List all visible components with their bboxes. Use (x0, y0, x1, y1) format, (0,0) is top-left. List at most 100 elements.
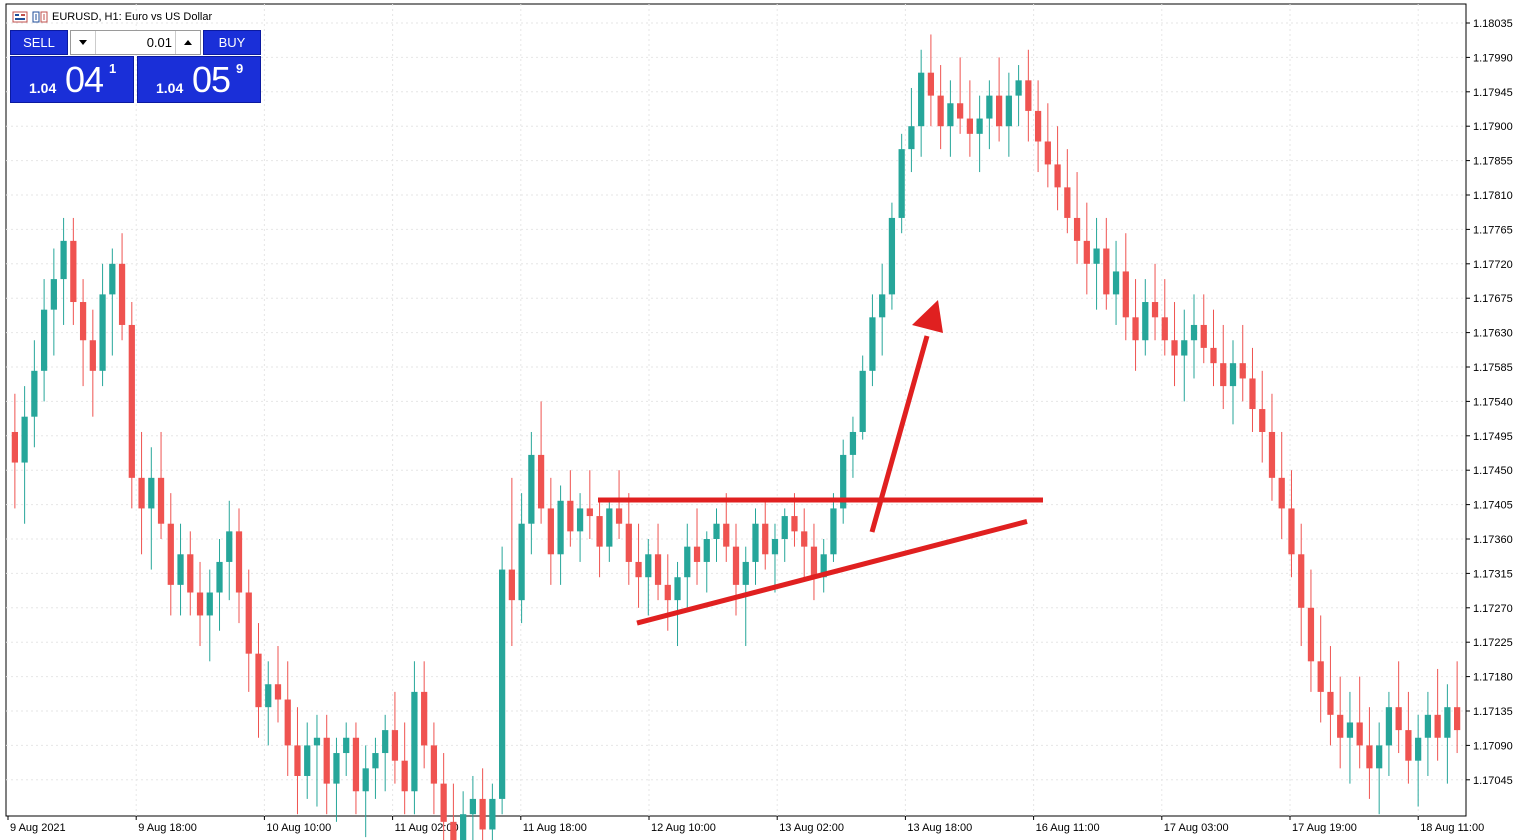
plot-area (5, 3, 1467, 817)
candle-body (713, 523, 720, 539)
candle-body (879, 294, 886, 318)
sell-button[interactable]: SELL (10, 30, 68, 55)
y-tick-label: 1.17180 (1473, 672, 1513, 684)
candle-body (1015, 80, 1022, 96)
candle-body (177, 554, 184, 585)
buy-button[interactable]: BUY (203, 30, 261, 55)
triangle-up-icon (184, 39, 192, 45)
sell-price-fraction: 1 (109, 61, 117, 76)
candle-body (21, 416, 28, 463)
candle-body (167, 523, 174, 585)
candle-body (986, 95, 993, 119)
candle-body (187, 554, 194, 593)
candle-body (479, 798, 486, 830)
x-tick-label: 17 Aug 03:00 (1164, 822, 1229, 834)
candle-body (693, 546, 701, 562)
lot-size-stepper[interactable] (70, 30, 201, 55)
candle-body (430, 745, 438, 784)
candle-body (99, 294, 106, 371)
chart-title: EURUSD, H1: Euro vs US Dollar (52, 11, 213, 23)
lot-size-input[interactable] (97, 31, 172, 54)
candle-body (1005, 95, 1012, 127)
candle-body (888, 217, 896, 295)
candle-body (265, 684, 272, 708)
buy-price-button[interactable]: 1.04 05 9 (137, 56, 261, 103)
candle-body (762, 523, 769, 555)
candle-body (1132, 317, 1139, 341)
breakout-arrow-head (912, 300, 943, 333)
candle-body (304, 745, 311, 776)
candle-body (440, 783, 447, 822)
y-tick-label: 1.17855 (1473, 156, 1513, 168)
candle-body (294, 745, 301, 776)
x-tick-label: 11 Aug 02:00 (395, 822, 459, 834)
buy-price-prefix: 1.04 (156, 80, 184, 96)
x-tick-label: 9 Aug 2021 (10, 822, 66, 834)
y-tick-label: 1.17450 (1473, 465, 1513, 477)
decrease-lot-button[interactable] (71, 31, 96, 54)
rising-trendline (636, 518, 1028, 626)
candle-body (625, 523, 632, 562)
candle-body (216, 561, 223, 593)
candle-body (927, 72, 935, 96)
candle-body (1044, 141, 1051, 165)
candle-body (995, 95, 1003, 127)
y-tick-label: 1.17315 (1473, 568, 1513, 580)
candle-body (869, 317, 876, 371)
chart-title-bar: EURUSD, H1: Euro vs US Dollar (12, 9, 212, 25)
buy-price-fraction: 9 (236, 61, 244, 76)
y-tick-label: 1.17270 (1473, 603, 1513, 615)
buy-price-pips: 05 (192, 59, 231, 100)
candle-body (391, 730, 399, 761)
candle-body (109, 263, 116, 295)
candle-body (1395, 707, 1402, 731)
candle-body (50, 279, 57, 310)
candle-body (60, 240, 67, 280)
candle-body (352, 737, 360, 792)
candle-body (1239, 363, 1246, 379)
candle-body (274, 684, 282, 700)
y-tick-label: 1.17630 (1473, 328, 1513, 340)
candle-body (79, 302, 87, 341)
candle-body (489, 798, 496, 830)
x-tick-label: 9 Aug 18:00 (138, 822, 197, 834)
candle-body (89, 340, 96, 371)
candle-body (362, 768, 369, 792)
candle-body (70, 240, 77, 303)
candle-body (138, 477, 145, 509)
candle-body (1190, 324, 1198, 341)
candle-body (1200, 324, 1207, 348)
candle-body (1366, 745, 1373, 769)
candle-body (1103, 248, 1110, 295)
candle-body (372, 753, 379, 769)
candle-body (255, 653, 262, 708)
candle-body (1317, 661, 1324, 692)
y-tick-label: 1.17765 (1473, 224, 1513, 236)
candle-body (664, 584, 671, 601)
y-tick-label: 1.17495 (1473, 431, 1513, 443)
triangle-down-icon (79, 39, 87, 45)
candle-body (537, 454, 545, 509)
x-tick-label: 10 Aug 10:00 (266, 822, 331, 834)
y-tick-label: 1.17900 (1473, 121, 1513, 133)
candle-body (1122, 271, 1129, 318)
x-tick-label: 18 Aug 11:00 (1420, 822, 1484, 834)
candle-body (957, 103, 964, 119)
candle-body (830, 508, 837, 555)
increase-lot-button[interactable] (175, 31, 200, 54)
candle-body (1220, 363, 1227, 387)
candle-body (1083, 240, 1090, 264)
candle-body (606, 508, 613, 547)
y-tick-label: 1.17045 (1473, 775, 1513, 787)
sell-price-button[interactable]: 1.04 04 1 (10, 56, 134, 103)
candle-body (450, 821, 457, 840)
candle-body (557, 500, 564, 555)
candle-body (1142, 302, 1149, 341)
candle-body (382, 730, 389, 754)
candle-body (654, 554, 662, 585)
one-click-trading-icon[interactable] (32, 10, 48, 24)
y-tick-label: 1.17360 (1473, 534, 1513, 546)
candle-body (1288, 508, 1295, 555)
y-tick-label: 1.17540 (1473, 396, 1513, 408)
